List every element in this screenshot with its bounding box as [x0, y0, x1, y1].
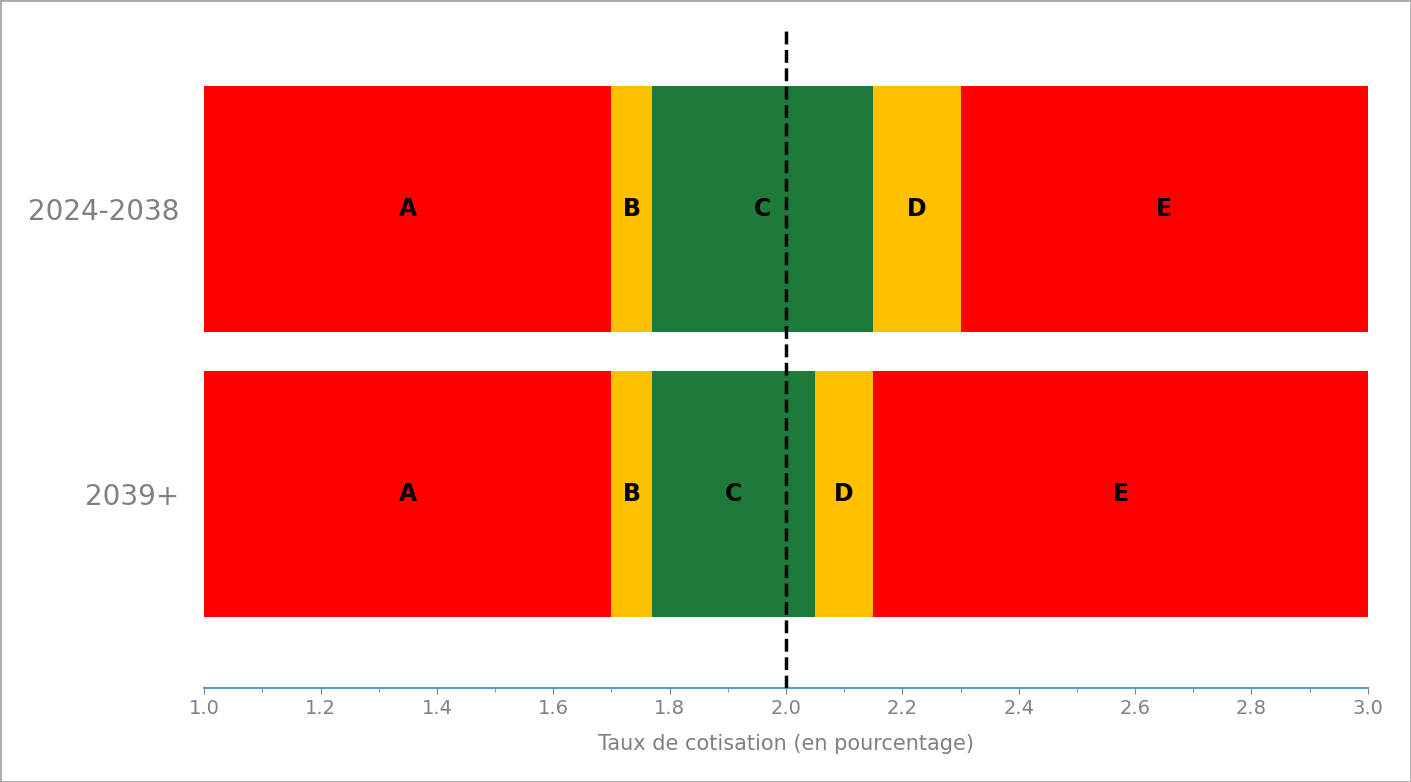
Bar — [816, 371, 873, 617]
Text: B: B — [622, 482, 641, 506]
Text: C: C — [725, 482, 742, 506]
Bar — [652, 86, 873, 332]
X-axis label: Taux de cotisation (en pourcentage): Taux de cotisation (en pourcentage) — [598, 734, 974, 754]
Text: B: B — [622, 197, 641, 221]
Bar — [611, 371, 652, 617]
Text: A: A — [399, 482, 416, 506]
Text: D: D — [834, 482, 854, 506]
Bar — [873, 86, 961, 332]
Text: C: C — [753, 197, 772, 221]
Bar — [961, 86, 1367, 332]
Text: D: D — [907, 197, 927, 221]
Text: E: E — [1156, 197, 1173, 221]
Bar — [652, 371, 816, 617]
Text: E: E — [1112, 482, 1129, 506]
Text: A: A — [399, 197, 416, 221]
Bar — [205, 86, 611, 332]
Bar — [611, 86, 652, 332]
Bar — [205, 371, 611, 617]
Bar — [873, 371, 1367, 617]
